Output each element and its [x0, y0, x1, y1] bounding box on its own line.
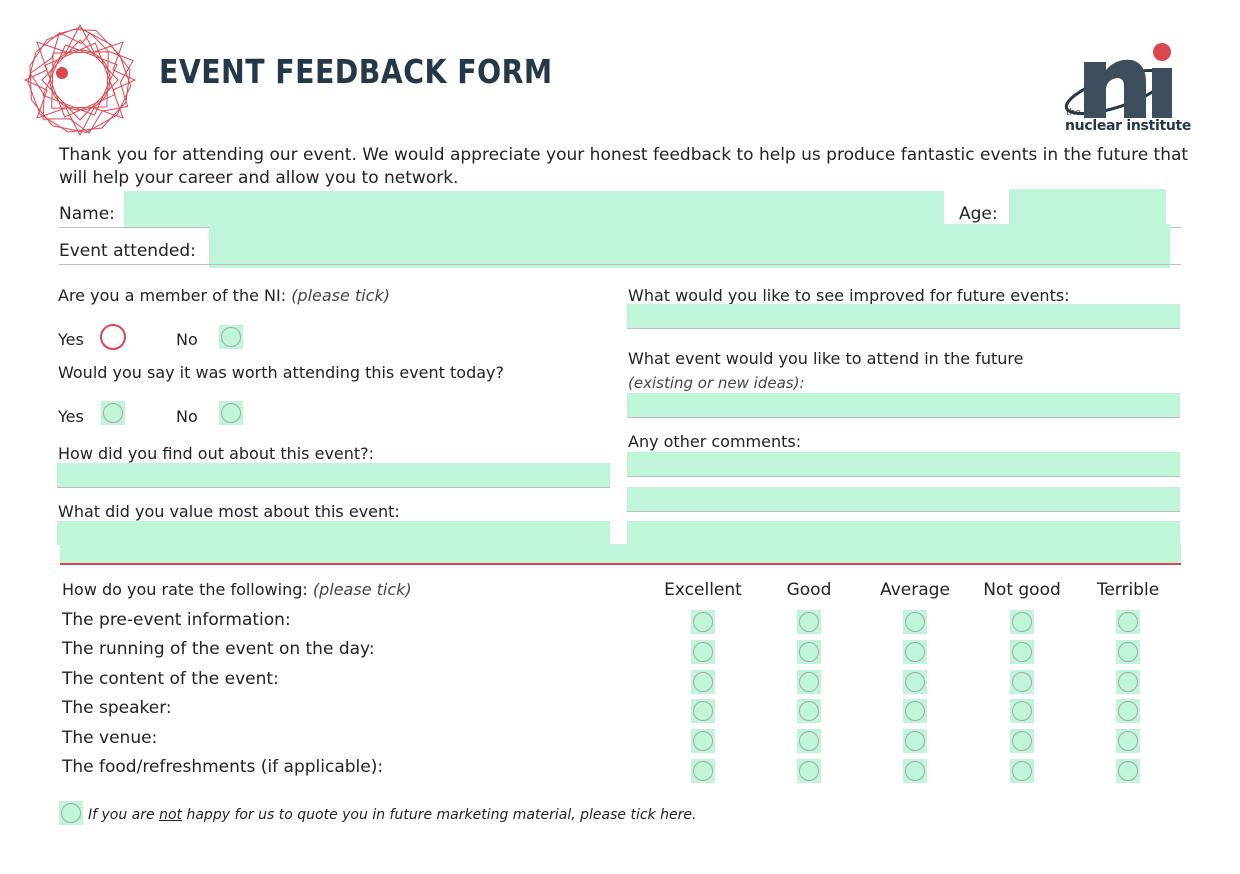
col-terrible: Terrible: [1096, 580, 1160, 600]
worth-no-checkbox[interactable]: [219, 401, 243, 425]
rating-checkbox-not-good[interactable]: [1010, 640, 1034, 664]
no-quote-checkbox[interactable]: [59, 801, 83, 825]
improve-underline: [627, 328, 1180, 329]
section-divider: [60, 563, 1181, 565]
rating-checkbox-terrible[interactable]: [1116, 610, 1140, 634]
worth-question: Would you say it was worth attending thi…: [58, 363, 504, 382]
value-field[interactable]: [57, 521, 610, 545]
member-question: Are you a member of the NI: (please tick…: [58, 286, 390, 305]
rating-question-text: How do you rate the following:: [62, 580, 308, 599]
rating-checkbox-terrible[interactable]: [1116, 670, 1140, 694]
no-quote-text-pre: If you are: [88, 807, 160, 823]
bottom-field[interactable]: [60, 544, 1181, 563]
event-underline: [59, 264, 1181, 265]
col-average: Average: [880, 580, 950, 600]
comments-underline-2: [627, 511, 1180, 512]
rating-row-label: The speaker:: [62, 698, 172, 718]
logo-small-text: the: [1066, 108, 1081, 118]
worth-yes-label: Yes: [58, 407, 84, 426]
rating-checkbox-good[interactable]: [797, 759, 821, 783]
rating-checkbox-excellent[interactable]: [691, 759, 715, 783]
rating-checkbox-excellent[interactable]: [691, 670, 715, 694]
find-underline: [57, 487, 610, 488]
rating-row-label: The content of the event:: [62, 669, 279, 689]
rating-row-label: The food/refreshments (if applicable):: [62, 757, 384, 777]
age-field[interactable]: [1009, 189, 1166, 225]
col-excellent: Excellent: [664, 580, 742, 600]
rating-checkbox-average[interactable]: [903, 610, 927, 634]
member-question-text: Are you a member of the NI:: [58, 286, 287, 305]
future-field[interactable]: [627, 393, 1180, 417]
age-label: Age:: [959, 204, 998, 224]
rating-checkbox-average[interactable]: [903, 729, 927, 753]
rating-checkbox-good[interactable]: [797, 610, 821, 634]
improve-question: What would you like to see improved for …: [628, 286, 1070, 305]
star-logo-icon: [23, 23, 137, 137]
member-no-checkbox[interactable]: [219, 325, 243, 349]
rating-question: How do you rate the following: (please t…: [62, 580, 412, 599]
rating-checkbox-average[interactable]: [903, 759, 927, 783]
future-question: What event would you like to attend in t…: [628, 349, 1024, 368]
find-question: How did you find out about this event?:: [58, 444, 375, 463]
rating-checkbox-not-good[interactable]: [1010, 729, 1034, 753]
rating-row-label: The running of the event on the day:: [62, 639, 375, 659]
rating-checkbox-terrible[interactable]: [1116, 640, 1140, 664]
rating-checkbox-good[interactable]: [797, 699, 821, 723]
rating-checkbox-terrible[interactable]: [1116, 759, 1140, 783]
col-good: Good: [786, 580, 832, 600]
future-underline: [627, 417, 1180, 418]
rating-checkbox-average[interactable]: [903, 699, 927, 723]
logo-text: nuclear institute: [1065, 118, 1192, 134]
rating-checkbox-good[interactable]: [797, 670, 821, 694]
page-title: EVENT FEEDBACK FORM: [159, 52, 553, 91]
rating-checkbox-terrible[interactable]: [1116, 699, 1140, 723]
rating-checkbox-good[interactable]: [797, 729, 821, 753]
rating-checkbox-average[interactable]: [903, 640, 927, 664]
comments-field-2[interactable]: [627, 487, 1180, 511]
rating-checkbox-good[interactable]: [797, 640, 821, 664]
member-yes-label: Yes: [58, 330, 84, 349]
event-label: Event attended:: [59, 241, 196, 261]
value-question: What did you value most about this event…: [58, 502, 400, 521]
rating-checkbox-average[interactable]: [903, 670, 927, 694]
name-label: Name:: [59, 204, 115, 224]
intro-text: Thank you for attending our event. We wo…: [59, 145, 1189, 188]
rating-checkbox-not-good[interactable]: [1010, 699, 1034, 723]
rating-checkbox-terrible[interactable]: [1116, 729, 1140, 753]
comments-field-3[interactable]: [627, 521, 1180, 545]
rating-checkbox-not-good[interactable]: [1010, 670, 1034, 694]
member-no-label: No: [176, 330, 198, 349]
worth-no-label: No: [176, 407, 198, 426]
rating-checkbox-excellent[interactable]: [691, 610, 715, 634]
rating-checkbox-excellent[interactable]: [691, 640, 715, 664]
rating-checkbox-excellent[interactable]: [691, 699, 715, 723]
rating-hint: (please tick): [312, 580, 412, 599]
future-hint: (existing or new ideas):: [628, 374, 805, 392]
member-yes-checkbox[interactable]: [100, 324, 126, 350]
worth-yes-checkbox[interactable]: [101, 401, 125, 425]
event-field[interactable]: [209, 224, 1170, 268]
improve-field[interactable]: [627, 304, 1180, 328]
rating-checkbox-not-good[interactable]: [1010, 759, 1034, 783]
no-quote-text-not: not: [159, 807, 183, 823]
find-field[interactable]: [57, 463, 610, 487]
comments-question: Any other comments:: [628, 432, 802, 451]
no-quote-text-post: happy for us to quote you in future mark…: [182, 807, 697, 823]
rating-checkbox-excellent[interactable]: [691, 729, 715, 753]
name-field[interactable]: [124, 191, 944, 227]
member-hint: (please tick): [291, 286, 390, 305]
rating-row-label: The venue:: [62, 728, 158, 748]
ni-logo: the nuclear institute: [1062, 40, 1192, 136]
rating-checkbox-not-good[interactable]: [1010, 610, 1034, 634]
ni-logo-icon: [1064, 43, 1172, 118]
comments-field-1[interactable]: [627, 452, 1180, 476]
no-quote-text: If you are not happy for us to quote you…: [88, 807, 696, 823]
comments-underline-1: [627, 476, 1180, 477]
rating-row-label: The pre-event information:: [62, 610, 291, 630]
col-not-good: Not good: [983, 580, 1061, 600]
